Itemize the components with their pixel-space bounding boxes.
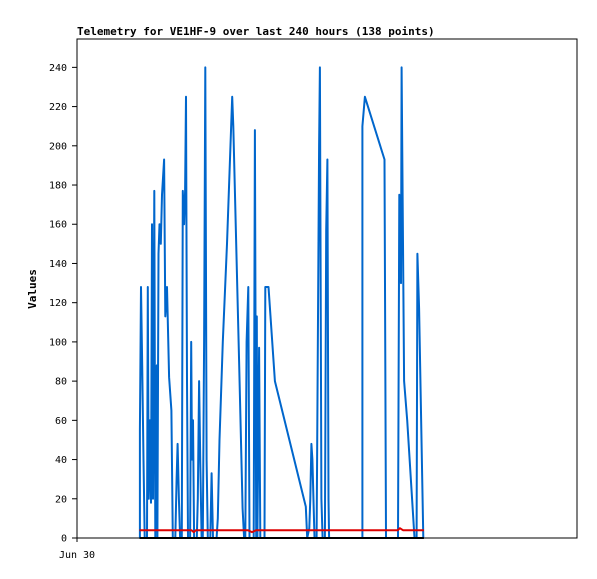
y-tick-label: 60 [55, 416, 67, 427]
y-tick-label: 180 [49, 181, 67, 192]
y-tick-label: 0 [61, 534, 67, 545]
y-tick-label: 240 [49, 63, 67, 74]
y-tick-label: 200 [49, 141, 67, 152]
y-tick-label: 120 [49, 298, 67, 309]
series-line-2 [139, 527, 424, 534]
chart-title: Telemetry for VE1HF-9 over last 240 hour… [77, 25, 435, 38]
y-tick-label: 220 [49, 102, 67, 113]
series-layer [138, 66, 425, 539]
y-tick-label: 140 [49, 259, 67, 270]
y-tick-label: 80 [55, 377, 67, 388]
x-axis-ticks: Jun 30 [59, 538, 95, 561]
y-tick-label: 40 [55, 455, 67, 466]
y-tick-label: 20 [55, 494, 67, 505]
series-line-1 [138, 66, 425, 539]
y-tick-label: 160 [49, 220, 67, 231]
y-axis-label: Values [26, 269, 39, 309]
y-axis-ticks: 0 20 40 60 80 100 120 140 160 180 200 220 240 [49, 63, 77, 545]
y-tick-label: 100 [49, 337, 67, 348]
x-tick-label: Jun 30 [59, 550, 95, 561]
